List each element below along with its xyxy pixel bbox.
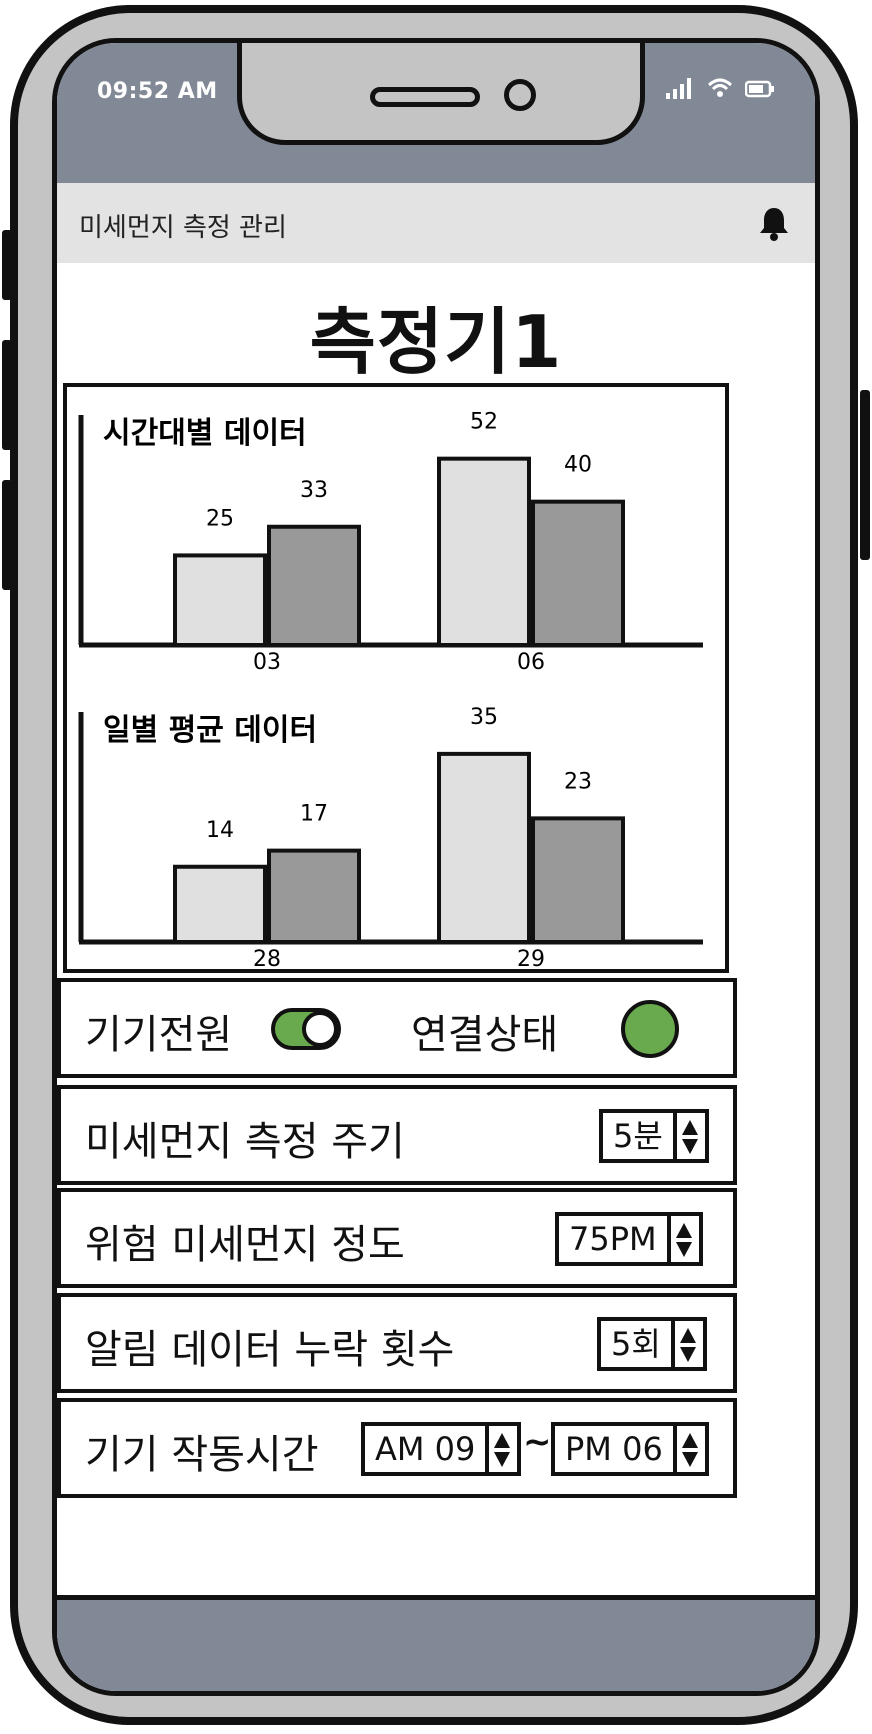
danger-value: 75PM bbox=[569, 1220, 657, 1258]
hours-end-value: PM 06 bbox=[565, 1430, 663, 1468]
side-button bbox=[2, 230, 12, 300]
chart-bar bbox=[267, 848, 361, 944]
chart-bar bbox=[437, 751, 531, 944]
connection-label: 연결상태 bbox=[411, 1012, 559, 1058]
speaker bbox=[370, 87, 480, 107]
hours-start-stepper[interactable]: AM 09 bbox=[361, 1422, 522, 1476]
chart-title: 일별 평균 데이터 bbox=[103, 713, 317, 748]
chart-bar bbox=[173, 553, 267, 648]
bar-value-label: 33 bbox=[300, 478, 328, 503]
hours-start-value: AM 09 bbox=[375, 1430, 476, 1468]
up-down-arrows-icon[interactable] bbox=[485, 1426, 517, 1472]
app-title: 미세먼지 측정 관리 bbox=[79, 213, 287, 243]
missing-stepper[interactable]: 5회 bbox=[597, 1317, 707, 1371]
chart-bar bbox=[267, 524, 361, 647]
side-button bbox=[860, 390, 870, 560]
bottom-bar bbox=[57, 1595, 815, 1691]
bell-icon[interactable] bbox=[757, 205, 791, 241]
hours-end-stepper[interactable]: PM 06 bbox=[551, 1422, 709, 1476]
hours-label: 기기 작동시간 bbox=[85, 1432, 319, 1478]
x-tick-label: 28 bbox=[253, 947, 281, 971]
power-toggle[interactable] bbox=[271, 1008, 341, 1050]
interval-row: 미세먼지 측정 주기 5분 bbox=[57, 1085, 737, 1185]
up-down-arrows-icon[interactable] bbox=[672, 1426, 705, 1472]
bar-value-label: 25 bbox=[206, 506, 234, 531]
status-icons bbox=[665, 77, 775, 99]
app-bar: 미세먼지 측정 관리 bbox=[57, 183, 815, 263]
bar-value-label: 52 bbox=[470, 410, 498, 435]
power-connection-row: 기기전원 연결상태 bbox=[57, 978, 737, 1078]
bar-value-label: 17 bbox=[300, 802, 328, 827]
front-camera bbox=[504, 79, 536, 111]
side-button bbox=[2, 340, 12, 450]
wifi-icon bbox=[707, 78, 733, 97]
chart-title: 시간대별 데이터 bbox=[103, 416, 307, 451]
up-down-arrows-icon[interactable] bbox=[672, 1113, 705, 1159]
status-bar: 09:52 AM bbox=[57, 43, 815, 183]
x-tick-label: 29 bbox=[517, 947, 545, 971]
danger-stepper[interactable]: 75PM bbox=[555, 1212, 703, 1266]
bar-value-label: 40 bbox=[564, 453, 592, 478]
signal-icon bbox=[666, 78, 691, 99]
notch bbox=[237, 43, 645, 145]
device-title: 측정기1 bbox=[309, 300, 563, 384]
power-label: 기기전원 bbox=[85, 1012, 233, 1058]
charts-canvas: 시간대별 데이터 25 33 03 52 40 06 일별 평균 데이터 14 17 28 35 23 2… bbox=[78, 410, 703, 971]
clock: 09:52 AM bbox=[97, 79, 218, 104]
danger-level-row: 위험 미세먼지 정도 75PM bbox=[57, 1188, 737, 1288]
connection-status-indicator bbox=[621, 1000, 679, 1058]
x-tick-label: 06 bbox=[517, 650, 545, 675]
danger-label: 위험 미세먼지 정도 bbox=[85, 1222, 405, 1268]
missing-count-row: 알림 데이터 누락 횟수 5회 bbox=[57, 1293, 737, 1393]
bar-value-label: 23 bbox=[564, 769, 592, 794]
range-separator: ~ bbox=[523, 1422, 552, 1462]
phone-screen: 09:52 AM 미세먼지 측정 관리 bbox=[52, 38, 820, 1696]
x-tick-label: 03 bbox=[253, 650, 281, 675]
chart-bar bbox=[531, 816, 625, 944]
battery-icon bbox=[745, 80, 774, 98]
missing-label: 알림 데이터 누락 횟수 bbox=[85, 1327, 455, 1373]
missing-value: 5회 bbox=[611, 1325, 661, 1363]
up-down-arrows-icon[interactable] bbox=[666, 1216, 699, 1262]
interval-stepper[interactable]: 5분 bbox=[599, 1109, 709, 1163]
side-button bbox=[2, 480, 12, 590]
interval-value: 5분 bbox=[613, 1117, 663, 1155]
interval-label: 미세먼지 측정 주기 bbox=[85, 1119, 405, 1165]
operating-hours-row: 기기 작동시간 AM 09 ~ PM 06 bbox=[57, 1398, 737, 1498]
chart-panel: 시간대별 데이터 25 33 03 52 40 06 일별 평균 데이터 14 17 28 35 23 2… bbox=[63, 383, 729, 973]
bar-value-label: 14 bbox=[206, 818, 234, 843]
toggle-knob bbox=[302, 1011, 338, 1047]
up-down-arrows-icon[interactable] bbox=[670, 1321, 703, 1367]
chart-bar bbox=[437, 456, 531, 647]
bar-value-label: 35 bbox=[470, 705, 498, 730]
chart-bar bbox=[531, 499, 625, 647]
chart-bar bbox=[173, 864, 267, 944]
